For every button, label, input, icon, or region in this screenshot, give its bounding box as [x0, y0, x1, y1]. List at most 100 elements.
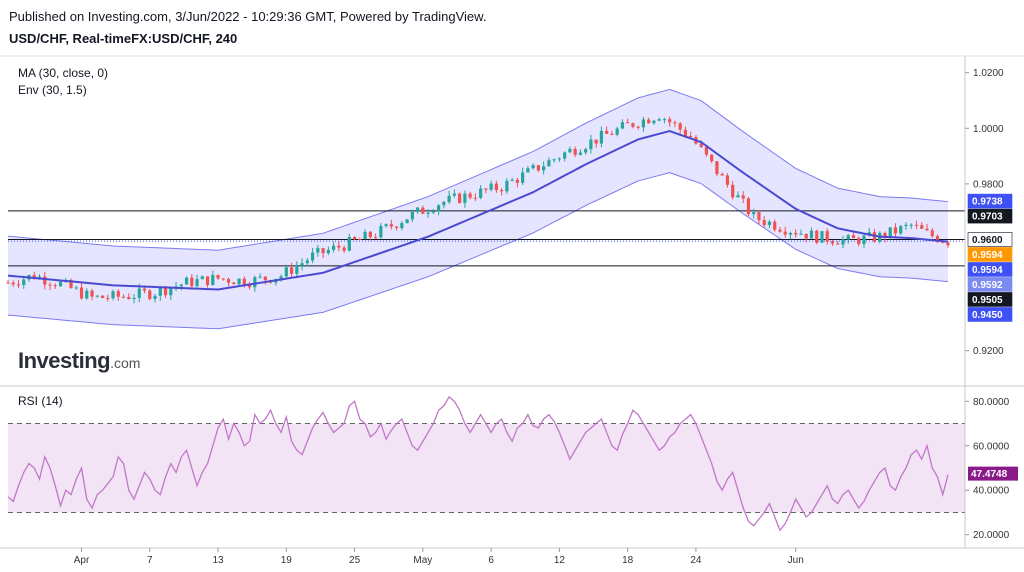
candle-body: [431, 211, 435, 213]
candle-body: [295, 265, 299, 274]
candle-body: [106, 297, 110, 299]
price-tag-label: 0.9738: [972, 197, 1003, 208]
candle-body: [909, 224, 913, 226]
candle-body: [762, 220, 766, 226]
candle-body: [547, 160, 551, 167]
candle-body: [111, 291, 115, 299]
candle-body: [384, 224, 388, 227]
candle-body: [505, 180, 509, 192]
candle-body: [232, 282, 236, 285]
symbol-title: USD/CHF, Real-timeFX:USD/CHF, 240: [9, 31, 238, 46]
candle-body: [32, 275, 36, 279]
candle-body: [647, 119, 651, 124]
candle-body: [163, 287, 168, 296]
candle-body: [137, 288, 141, 298]
candle-body: [888, 227, 892, 238]
rsi-tick-label: 60.0000: [973, 441, 1010, 452]
price-tag-box: [967, 247, 1013, 262]
candle-body: [69, 280, 73, 288]
candle-body: [715, 161, 719, 175]
candle-body: [326, 249, 330, 254]
candle-body: [610, 133, 614, 135]
candle-body: [127, 297, 131, 300]
candle-body: [279, 276, 283, 279]
candle-body: [552, 159, 556, 161]
envelope-upper-line: [7, 88, 949, 251]
candle-body: [883, 232, 887, 238]
rsi-line: [7, 395, 949, 532]
candle-body: [452, 193, 456, 196]
candle-body: [342, 247, 346, 251]
candle-body: [479, 188, 483, 198]
candle-body: [699, 143, 703, 148]
candle-body: [226, 278, 231, 283]
candle-body: [258, 276, 262, 278]
x-tick-label: 25: [349, 555, 361, 566]
candle-body: [893, 227, 898, 234]
candle-body: [379, 226, 383, 238]
candle-body: [930, 230, 934, 237]
candle-body: [536, 165, 540, 171]
price-tag-label: 0.9594: [972, 250, 1003, 261]
candle-body: [447, 195, 451, 203]
price-tick-label: 1.0000: [973, 124, 1004, 135]
candle-body: [620, 122, 625, 129]
candle-body: [211, 274, 215, 285]
candle-body: [153, 295, 157, 299]
candle-body: [636, 126, 640, 128]
candle-body: [100, 295, 105, 298]
rsi-pane[interactable]: [7, 395, 965, 532]
candle-body: [247, 285, 252, 288]
price-tag-label: 0.9592: [972, 280, 1003, 291]
candle-body: [935, 236, 940, 242]
candle-body: [337, 245, 341, 248]
candle-body: [494, 183, 498, 191]
candle-body: [510, 179, 514, 181]
candle-body: [783, 231, 787, 235]
price-tag-box: [967, 277, 1013, 292]
legend-rsi: RSI (14): [18, 394, 63, 408]
candle-body: [74, 287, 78, 289]
price-tag-box: [967, 208, 1013, 224]
price-tag-box: [967, 307, 1013, 322]
candle-body: [169, 288, 173, 296]
candle-body: [678, 123, 682, 130]
price-tick-label: 1.0200: [973, 68, 1004, 79]
candle-body: [216, 274, 220, 279]
candle-body: [310, 252, 315, 261]
candle-body: [368, 231, 372, 238]
candle-body: [416, 207, 420, 212]
candle-body: [526, 168, 530, 173]
candle-body: [90, 290, 94, 297]
candle-body: [148, 290, 152, 299]
published-header: Published on Investing.com, 3/Jun/2022 -…: [9, 9, 487, 24]
x-tick-label: 12: [554, 555, 566, 566]
candle-body: [720, 174, 724, 176]
rsi-tick-label: 20.0000: [973, 530, 1010, 541]
candle-body: [557, 158, 561, 160]
price-pane[interactable]: [6, 88, 965, 330]
candle-body: [358, 239, 362, 241]
candle-body: [778, 229, 782, 232]
candle-body: [484, 188, 488, 190]
candle-body: [442, 202, 446, 206]
envelope-band: [8, 89, 948, 329]
candle-body: [53, 285, 57, 287]
candle-body: [820, 231, 824, 243]
candle-body: [683, 129, 688, 136]
rsi-band: [8, 423, 965, 513]
candle-body: [710, 154, 714, 162]
price-tag-box: [967, 262, 1013, 277]
candle-body: [521, 172, 525, 183]
candle-body: [500, 190, 504, 192]
candle-body: [862, 235, 866, 245]
candle-body: [373, 237, 378, 239]
candle-body: [773, 221, 777, 230]
envelope-lower-line: [7, 172, 949, 330]
candle-body: [809, 230, 814, 239]
x-tick-label: 6: [488, 555, 494, 566]
candle-body: [746, 198, 751, 215]
candle-body: [347, 237, 351, 251]
candle-body: [410, 211, 414, 220]
